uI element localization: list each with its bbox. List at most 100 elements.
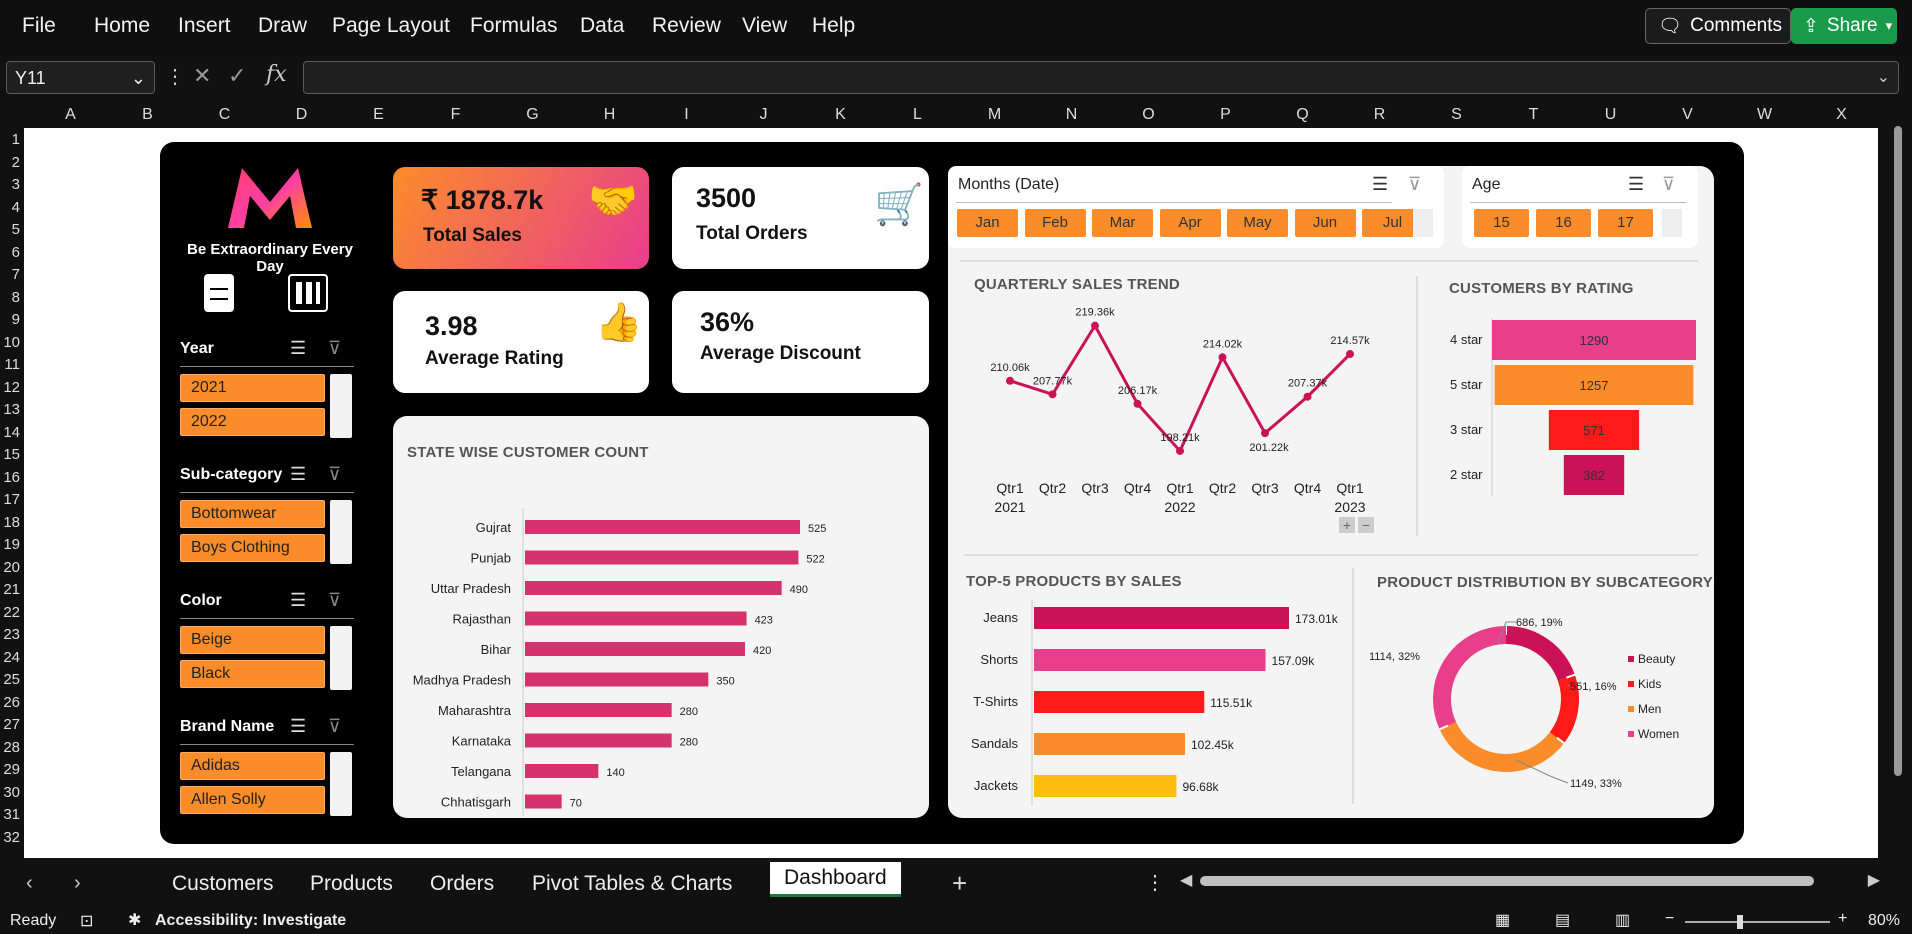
name-box[interactable]: Y11 ⌄ — [6, 61, 155, 94]
month-item[interactable]: Mar — [1092, 209, 1153, 237]
tab-products[interactable]: Products — [310, 872, 393, 895]
menu-draw[interactable]: Draw — [258, 14, 308, 37]
clear-filter-icon[interactable]: ⊽ — [328, 716, 342, 736]
column-header[interactable]: M — [987, 106, 1002, 123]
slicer-scrollbar[interactable] — [1413, 209, 1433, 237]
clear-filter-icon[interactable]: ⊽ — [1408, 174, 1422, 194]
row-header[interactable]: 22 — [3, 603, 20, 621]
share-button[interactable]: ⇪ Share ▾ — [1791, 8, 1897, 44]
expand-field-button[interactable]: + — [1339, 517, 1355, 533]
menu-help[interactable]: Help — [812, 14, 856, 37]
multi-select-icon[interactable]: ☰ — [290, 590, 307, 610]
slicer-item[interactable]: Black — [180, 660, 325, 688]
row-header[interactable]: 2 — [11, 153, 20, 171]
row-header[interactable]: 14 — [3, 423, 20, 441]
multi-select-icon[interactable]: ☰ — [1628, 174, 1645, 194]
normal-view-icon[interactable]: ▦ — [1495, 912, 1511, 929]
document-icon[interactable] — [204, 274, 234, 312]
month-item[interactable]: Jun — [1294, 209, 1356, 237]
slicer-scrollbar[interactable] — [330, 626, 352, 690]
slicer-item[interactable]: 2022 — [180, 408, 325, 436]
row-header[interactable]: 30 — [3, 783, 20, 801]
row-header[interactable]: 9 — [11, 311, 20, 328]
cancel-icon[interactable]: ✕ — [193, 63, 212, 88]
column-header[interactable]: R — [1373, 106, 1386, 123]
column-header[interactable]: K — [835, 106, 846, 123]
age-item[interactable]: 17 — [1598, 209, 1653, 237]
column-header[interactable]: X — [1836, 106, 1847, 123]
tab-dashboard[interactable]: Dashboard — [770, 862, 901, 897]
column-header[interactable]: F — [450, 106, 461, 123]
macro-record-icon[interactable]: ⊡ — [80, 913, 94, 930]
row-header[interactable]: 27 — [3, 716, 20, 733]
age-item[interactable]: 15 — [1474, 209, 1529, 237]
formula-input[interactable]: ⌄ — [303, 61, 1899, 94]
row-header[interactable]: 4 — [11, 198, 20, 216]
menu-formulas[interactable]: Formulas — [470, 14, 558, 37]
month-item[interactable]: Apr — [1159, 209, 1221, 237]
calculator-icon[interactable] — [288, 274, 328, 312]
slicer-item[interactable]: Beige — [180, 626, 325, 654]
column-header[interactable]: D — [295, 106, 308, 123]
row-header[interactable]: 1 — [11, 131, 20, 148]
row-header[interactable]: 12 — [3, 378, 20, 396]
row-header[interactable]: 31 — [3, 806, 20, 823]
slicer-scrollbar[interactable] — [1662, 209, 1682, 237]
column-header[interactable]: E — [373, 106, 384, 123]
slicer-item[interactable]: Allen Solly — [180, 786, 325, 814]
row-header[interactable]: 5 — [11, 221, 20, 238]
add-sheet-icon[interactable]: + — [952, 868, 968, 898]
more-options-icon[interactable]: ⋮ — [165, 66, 185, 88]
column-header[interactable]: O — [1142, 106, 1155, 123]
row-header[interactable]: 21 — [3, 581, 20, 598]
scroll-tabs-right-icon[interactable]: › — [74, 872, 81, 894]
column-header[interactable]: P — [1220, 106, 1231, 123]
scroll-tabs-left-icon[interactable]: ‹ — [26, 872, 33, 894]
zoom-level[interactable]: 80% — [1868, 912, 1901, 929]
page-layout-view-icon[interactable]: ▤ — [1555, 912, 1571, 929]
page-break-view-icon[interactable]: ▥ — [1615, 912, 1631, 929]
column-header[interactable]: I — [684, 106, 689, 123]
column-header[interactable]: H — [603, 106, 616, 123]
menu-data[interactable]: Data — [580, 14, 625, 37]
menu-review[interactable]: Review — [652, 14, 721, 37]
clear-filter-icon[interactable]: ⊽ — [328, 338, 342, 358]
row-header[interactable]: 32 — [3, 828, 20, 846]
tab-customers[interactable]: Customers — [172, 872, 274, 895]
menu-insert[interactable]: Insert — [178, 14, 231, 37]
slicer-item[interactable]: 2021 — [180, 374, 325, 402]
column-header[interactable]: Q — [1296, 106, 1309, 123]
row-header[interactable]: 8 — [11, 288, 20, 306]
horizontal-scrollbar[interactable]: ◀ ▶ — [1180, 872, 1880, 889]
more-options-icon[interactable]: ⋮ — [1145, 872, 1165, 894]
menu-home[interactable]: Home — [94, 14, 151, 37]
slicer-item[interactable]: Boys Clothing — [180, 534, 325, 562]
age-item[interactable]: 16 — [1536, 209, 1591, 237]
month-item[interactable]: Feb — [1024, 209, 1086, 237]
row-header[interactable]: 24 — [3, 648, 20, 666]
accessibility-status[interactable]: Accessibility: Investigate — [155, 912, 347, 929]
row-header[interactable]: 17 — [3, 491, 20, 508]
collapse-field-button[interactable]: − — [1358, 517, 1374, 533]
clear-filter-icon[interactable]: ⊽ — [328, 464, 342, 484]
month-item[interactable]: May — [1227, 209, 1288, 237]
row-header[interactable]: 11 — [4, 356, 20, 373]
row-header[interactable]: 10 — [3, 333, 20, 351]
row-header[interactable]: 19 — [3, 536, 20, 553]
insert-function-icon[interactable]: fx — [266, 62, 287, 87]
row-header[interactable]: 20 — [3, 558, 20, 576]
zoom-slider[interactable] — [1685, 915, 1830, 929]
row-header[interactable]: 7 — [11, 266, 20, 283]
row-header[interactable]: 18 — [3, 513, 20, 531]
row-header[interactable]: 23 — [3, 626, 20, 643]
row-header[interactable]: 26 — [3, 693, 20, 711]
column-header[interactable]: G — [526, 106, 539, 123]
clear-filter-icon[interactable]: ⊽ — [1662, 174, 1676, 194]
zoom-in-icon[interactable]: + — [1838, 910, 1848, 927]
slicer-scrollbar[interactable] — [330, 374, 352, 438]
multi-select-icon[interactable]: ☰ — [290, 464, 307, 484]
column-header[interactable]: T — [1528, 106, 1539, 123]
slicer-item[interactable]: Bottomwear — [180, 500, 325, 528]
clear-filter-icon[interactable]: ⊽ — [328, 590, 342, 610]
column-header[interactable]: A — [65, 106, 76, 123]
